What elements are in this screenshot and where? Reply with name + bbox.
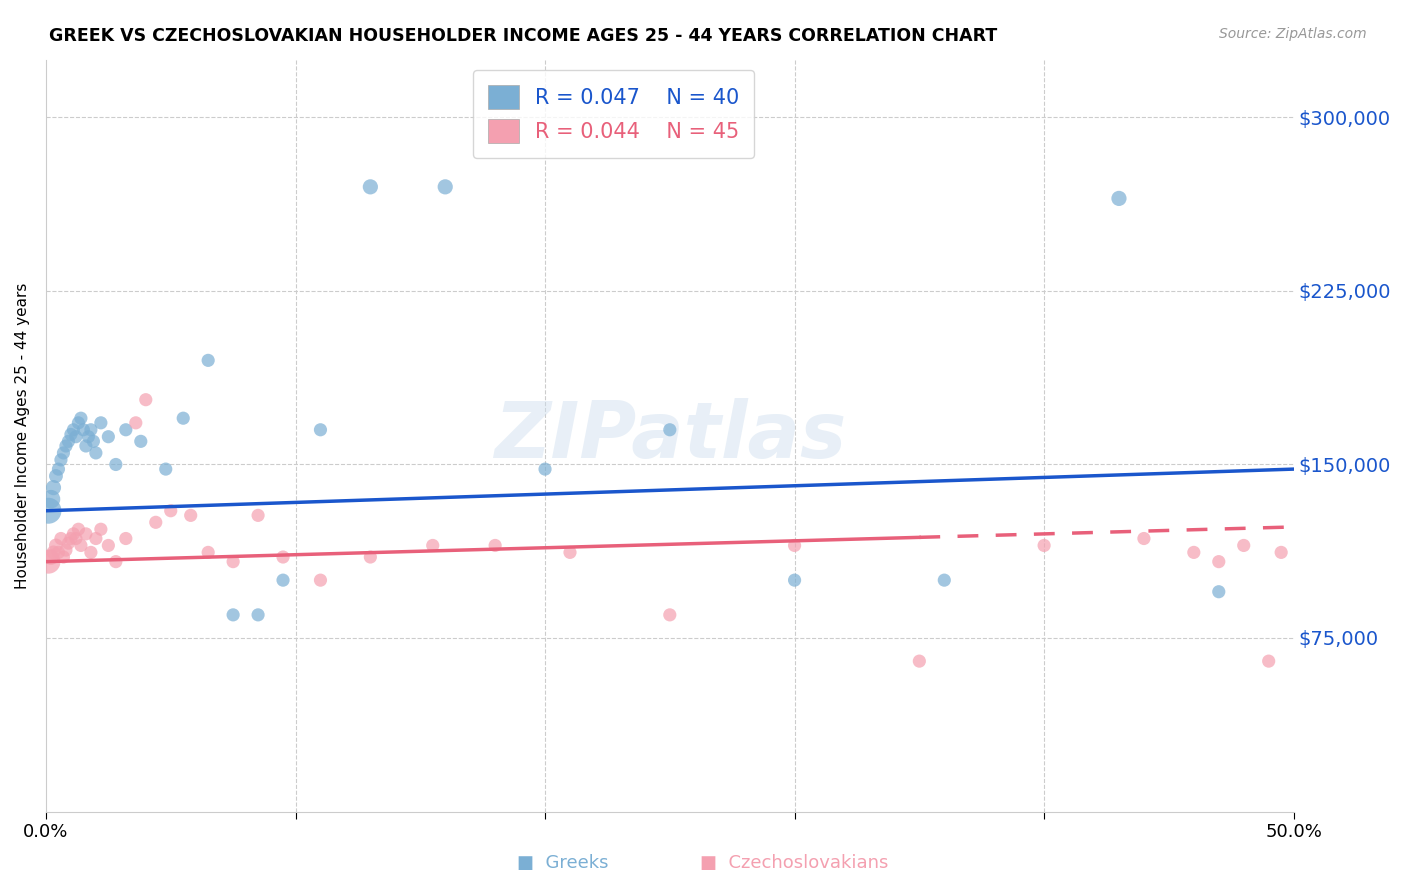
Point xyxy=(1182,545,1205,559)
Point xyxy=(67,522,90,536)
Point xyxy=(172,411,194,425)
Point xyxy=(97,430,120,444)
Point xyxy=(1208,584,1230,599)
Legend: R = 0.047    N = 40, R = 0.044    N = 45: R = 0.047 N = 40, R = 0.044 N = 45 xyxy=(472,70,755,158)
Point xyxy=(534,462,557,476)
Point xyxy=(114,423,136,437)
Point xyxy=(658,607,681,622)
Point xyxy=(658,423,681,437)
Text: Source: ZipAtlas.com: Source: ZipAtlas.com xyxy=(1219,27,1367,41)
Point xyxy=(65,532,87,546)
Point xyxy=(84,532,107,546)
Point xyxy=(62,423,84,437)
Point xyxy=(45,538,67,552)
Point xyxy=(90,522,112,536)
Point xyxy=(247,508,270,523)
Point xyxy=(125,416,148,430)
Point xyxy=(783,538,806,552)
Point xyxy=(45,469,67,483)
Point xyxy=(129,434,152,449)
Point xyxy=(49,532,72,546)
Point xyxy=(135,392,157,407)
Point xyxy=(65,430,87,444)
Text: ZIPatlas: ZIPatlas xyxy=(494,398,846,474)
Point xyxy=(359,549,381,564)
Text: ■  Czechoslovakians: ■ Czechoslovakians xyxy=(700,855,889,872)
Point xyxy=(359,179,381,194)
Point xyxy=(52,549,75,564)
Point xyxy=(58,536,80,550)
Point xyxy=(37,555,59,569)
Point xyxy=(49,453,72,467)
Point xyxy=(55,543,77,558)
Point xyxy=(42,481,65,495)
Point xyxy=(82,434,104,449)
Point xyxy=(1233,538,1256,552)
Point xyxy=(271,549,294,564)
Point xyxy=(37,504,59,518)
Point xyxy=(159,504,181,518)
Point xyxy=(77,430,100,444)
Point xyxy=(58,434,80,449)
Point xyxy=(70,411,93,425)
Point xyxy=(104,555,127,569)
Point xyxy=(97,538,120,552)
Text: ■  Greeks: ■ Greeks xyxy=(516,855,609,872)
Point xyxy=(484,538,506,552)
Point xyxy=(145,516,167,530)
Point xyxy=(1108,191,1130,205)
Point xyxy=(309,423,332,437)
Point xyxy=(180,508,202,523)
Point xyxy=(271,573,294,587)
Point xyxy=(422,538,444,552)
Point xyxy=(55,439,77,453)
Point xyxy=(39,549,62,564)
Point xyxy=(48,462,70,476)
Point xyxy=(104,458,127,472)
Point xyxy=(70,538,93,552)
Point xyxy=(1033,538,1056,552)
Point xyxy=(1270,545,1292,559)
Point xyxy=(59,427,82,442)
Point xyxy=(62,527,84,541)
Point xyxy=(309,573,332,587)
Point xyxy=(90,416,112,430)
Point xyxy=(42,545,65,559)
Point xyxy=(908,654,931,668)
Point xyxy=(39,492,62,507)
Point xyxy=(48,545,70,559)
Point xyxy=(558,545,581,559)
Point xyxy=(75,527,97,541)
Point xyxy=(222,607,245,622)
Point xyxy=(1208,555,1230,569)
Point xyxy=(783,573,806,587)
Point xyxy=(80,423,103,437)
Point xyxy=(247,607,270,622)
Point xyxy=(72,423,94,437)
Point xyxy=(434,179,457,194)
Y-axis label: Householder Income Ages 25 - 44 years: Householder Income Ages 25 - 44 years xyxy=(15,283,30,589)
Point xyxy=(222,555,245,569)
Point xyxy=(67,416,90,430)
Point xyxy=(52,446,75,460)
Point xyxy=(75,439,97,453)
Point xyxy=(197,545,219,559)
Text: GREEK VS CZECHOSLOVAKIAN HOUSEHOLDER INCOME AGES 25 - 44 YEARS CORRELATION CHART: GREEK VS CZECHOSLOVAKIAN HOUSEHOLDER INC… xyxy=(49,27,997,45)
Point xyxy=(1133,532,1156,546)
Point xyxy=(84,446,107,460)
Point xyxy=(197,353,219,368)
Point xyxy=(1257,654,1279,668)
Point xyxy=(59,532,82,546)
Point xyxy=(934,573,956,587)
Point xyxy=(80,545,103,559)
Point xyxy=(155,462,177,476)
Point xyxy=(114,532,136,546)
